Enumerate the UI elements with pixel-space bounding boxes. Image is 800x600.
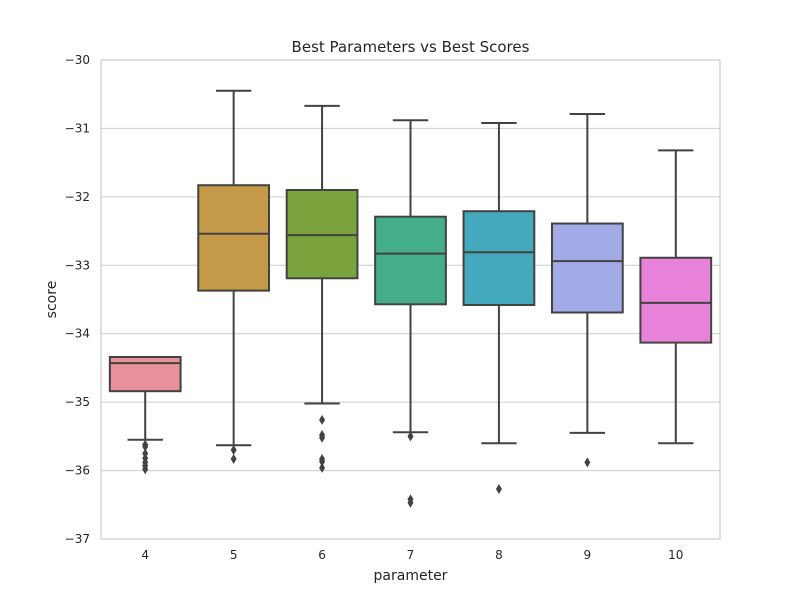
y-tick-label: −36: [65, 464, 90, 478]
y-tick-label: −35: [65, 395, 90, 409]
outlier-point: [495, 484, 502, 495]
box-7: [374, 119, 447, 508]
plot-frame: [100, 59, 721, 540]
iqr-box: [550, 222, 624, 314]
iqr-box: [639, 256, 713, 344]
outlier-point: [142, 441, 149, 452]
iqr-box: [462, 210, 536, 306]
x-tick-label: 10: [668, 548, 683, 562]
chart-title: Best Parameters vs Best Scores: [292, 38, 530, 56]
outlier-point: [407, 497, 414, 508]
x-tick-label: 4: [141, 548, 149, 562]
iqr-box: [374, 215, 447, 306]
y-tick-label: −30: [65, 53, 90, 67]
boxes: [108, 89, 713, 508]
x-tick-label: 7: [407, 548, 415, 562]
iqr-box: [108, 355, 182, 393]
x-tick-label: 5: [230, 548, 238, 562]
outlier-point: [319, 462, 326, 473]
box-5: [197, 89, 271, 464]
x-tick-label: 6: [318, 548, 326, 562]
y-tick-label: −31: [65, 121, 90, 135]
outlier-point: [319, 414, 326, 425]
box-6: [285, 104, 359, 473]
y-tick-label: −32: [65, 190, 90, 204]
x-axis-label: parameter: [374, 568, 448, 584]
box-8: [462, 121, 536, 495]
x-tick-label: 9: [584, 548, 592, 562]
y-tick-label: −33: [65, 258, 90, 272]
x-tick-label: 8: [495, 548, 503, 562]
outlier-point: [407, 431, 414, 442]
iqr-box: [285, 189, 359, 280]
outlier-point: [584, 457, 591, 468]
iqr-box: [197, 184, 271, 292]
box-4: [108, 355, 182, 475]
box-10: [639, 149, 713, 445]
y-tick-label: −37: [65, 532, 90, 546]
outlier-point: [230, 445, 237, 456]
y-axis-label: score: [44, 281, 60, 319]
box-9: [550, 113, 624, 468]
x-axis-ticks: 4 5 6 7 8 9 10: [141, 548, 683, 562]
outlier-point: [142, 464, 149, 475]
outlier-point: [230, 453, 237, 464]
outlier-point: [319, 456, 326, 467]
outlier-point: [319, 432, 326, 443]
y-tick-label: −34: [65, 327, 90, 341]
y-axis-ticks: −30 −31 −32 −33 −34 −35 −36 −37: [65, 53, 90, 546]
